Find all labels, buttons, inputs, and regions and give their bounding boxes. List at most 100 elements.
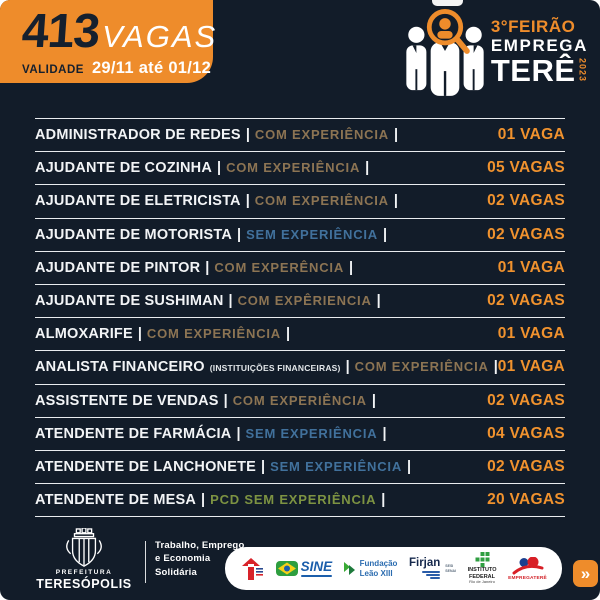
event-logo: 3°FEIRÃO EMPREGA TERÊ 2023 <box>403 6 588 98</box>
department-name: Trabalho, Emprego e Economia Solidária <box>155 539 244 579</box>
job-vacancy-count: 01 VAGA <box>497 126 565 144</box>
firjan-wordmark: Firjan <box>408 557 441 570</box>
trabalho-emprego-renda-icon <box>242 557 263 580</box>
if-line3: Rio de Janeiro <box>469 579 495 585</box>
empregatere-icon <box>512 556 544 574</box>
job-row: AJUDANTE DE PINTOR | COM EXPERÊNCIA | 01… <box>35 252 565 285</box>
job-title: AJUDANTE DE PINTOR <box>35 259 201 276</box>
separator: | <box>493 359 498 376</box>
prefeitura-label: PREFEITURA <box>55 569 113 576</box>
job-experience: COM EXPERIÊNCIA <box>146 326 281 342</box>
job-row: ALMOXARIFE | COM EXPERIÊNCIA | 01 VAGA <box>35 318 565 352</box>
job-title: ADMINISTRADOR DE REDES <box>35 127 241 144</box>
separator: | <box>371 392 376 409</box>
job-experience: COM EXPERIÊNCIA <box>254 193 389 209</box>
job-vacancy-count: 04 VAGAS <box>487 424 565 442</box>
partner-logos-bar: SINE Fundação Leão XIII Firjan SES <box>225 547 562 590</box>
separator: | <box>393 193 398 210</box>
separator: | <box>365 160 370 177</box>
job-vacancy-count: 02 VAGAS <box>487 292 565 310</box>
separator: | <box>407 458 412 475</box>
job-title: AJUDANTE DE ELETRICISTA <box>35 193 241 210</box>
job-row: ATENDENTE DE LANCHONETE | SEM EXPERIÊNCI… <box>35 451 565 485</box>
validity-dates: 29/11 até 01/12 <box>91 59 212 77</box>
job-title: ATENDENTE DE MESA <box>35 492 197 509</box>
separator: | <box>217 160 222 177</box>
dept-line: Solidária <box>155 566 197 578</box>
job-detail: (INSTITUIÇÕES FINANCEIRAS) <box>209 363 341 374</box>
prefeitura-logo: PREFEITURA TERESÓPOLIS <box>28 528 140 591</box>
empregatere-wordmark: EMPREGATERÊ <box>508 575 547 581</box>
logo-word-emprega: EMPREGA <box>490 36 588 55</box>
separator: | <box>393 127 399 144</box>
footer-divider <box>145 541 146 583</box>
job-row: ANALISTA FINANCEIRO (INSTITUIÇÕES FINANC… <box>35 351 566 385</box>
separator: | <box>223 392 228 409</box>
instituto-federal-logo: INSTITUTO FEDERAL Rio de Janeiro <box>468 552 497 585</box>
jobs-list: ADMINISTRADOR DE REDES | COM EXPERIÊNCIA… <box>35 118 566 518</box>
validity-label: VALIDADE <box>22 64 84 76</box>
instituto-federal-icon <box>475 552 490 567</box>
job-row: ASSISTENTE DE VENDAS | COM EXPERIÊNCIA |… <box>35 385 565 418</box>
separator: | <box>245 127 250 144</box>
job-title: AJUDANTE DE MOTORISTA <box>35 226 233 243</box>
firjan-side1: SESI <box>445 563 454 568</box>
city-crest-icon <box>66 528 102 567</box>
sine-logo: SINE <box>275 559 333 577</box>
firjan-logo: Firjan SESI SENAI <box>409 558 456 579</box>
job-row: ADMINISTRADOR DE REDES | COM EXPERIÊNCIA… <box>35 119 565 153</box>
separator: | <box>137 326 142 343</box>
job-row: ATENDENTE DE MESA | PCD SEM EXPERIÊNCIA … <box>35 484 565 518</box>
job-title: ANALISTA FINANCEIRO <box>35 359 205 376</box>
job-experience: COM EXPERIÊNCIA <box>254 127 389 143</box>
separator: | <box>205 259 210 276</box>
job-row: AJUDANTE DE SUSHIMAN | COM EXPÊRIENCIA |… <box>35 285 565 319</box>
sine-wordmark: SINE <box>300 559 333 575</box>
job-experience: COM EXPERÊNCIA <box>214 259 345 275</box>
separator: | <box>345 359 350 376</box>
separator: | <box>228 293 233 310</box>
city-name: TERESÓPOLIS <box>36 577 132 591</box>
job-experience: COM EXPERIÊNCIA <box>354 359 489 375</box>
if-line1: INSTITUTO <box>467 567 497 573</box>
separator: | <box>286 326 291 343</box>
leao-chevrons-icon <box>343 561 355 575</box>
job-vacancy-count: 01 VAGA <box>497 325 565 343</box>
firjan-lines <box>409 571 441 579</box>
leao-line1: Fundação <box>359 559 398 569</box>
job-experience: PCD SEM EXPERIÊNCIA <box>210 492 377 508</box>
dept-line: e Economia <box>155 553 211 565</box>
job-title: ATENDENTE DE FARMÁCIA <box>35 425 232 442</box>
separator: | <box>376 293 381 310</box>
job-row: ATENDENTE DE FARMÁCIA | SEM EXPERIÊNCIA … <box>35 418 565 451</box>
vacancies-number: 413 <box>20 5 101 58</box>
if-line2: FEDERAL <box>469 573 496 580</box>
job-vacancy-count: 20 VAGAS <box>487 491 565 509</box>
vacancies-badge: 413 VAGAS VALIDADE 29/11 até 01/12 <box>0 0 215 83</box>
next-button[interactable]: » <box>573 560 598 587</box>
empregatere-logo: EMPREGATERÊ <box>508 556 547 581</box>
firjan-side2: SENAI <box>445 568 456 573</box>
fundacao-leao-xiii-logo: Fundação Leão XIII <box>343 559 398 578</box>
logo-word-tere: TERÊ <box>490 53 576 88</box>
logo-word-feirao: FEIRÃO <box>508 17 576 36</box>
job-row: AJUDANTE DE MOTORISTA | SEM EXPERIÊNCIA … <box>35 219 565 252</box>
job-vacancy-count: 01 VAGA <box>497 258 565 276</box>
logo-year: 2023 <box>577 58 588 83</box>
separator: | <box>349 259 354 276</box>
job-title: ASSISTENTE DE VENDAS <box>35 392 219 409</box>
job-vacancy-count: 01 VAGA <box>497 358 566 376</box>
job-experience: SEM EXPERIÊNCIA <box>245 425 378 441</box>
job-title: ALMOXARIFE <box>35 326 133 343</box>
separator: | <box>383 226 388 243</box>
separator: | <box>237 226 242 243</box>
separator: | <box>382 425 387 442</box>
job-experience: COM EXPERIÊNCIA <box>226 160 361 176</box>
job-title: ATENDENTE DE LANCHONETE <box>35 458 257 475</box>
sine-subtext-bar <box>300 574 333 577</box>
job-vacancy-count: 02 VAGAS <box>487 225 565 243</box>
job-row: AJUDANTE DE COZINHA | COM EXPERIÊNCIA | … <box>35 152 565 186</box>
job-vacancy-count: 02 VAGAS <box>487 192 565 210</box>
separator: | <box>261 458 266 475</box>
